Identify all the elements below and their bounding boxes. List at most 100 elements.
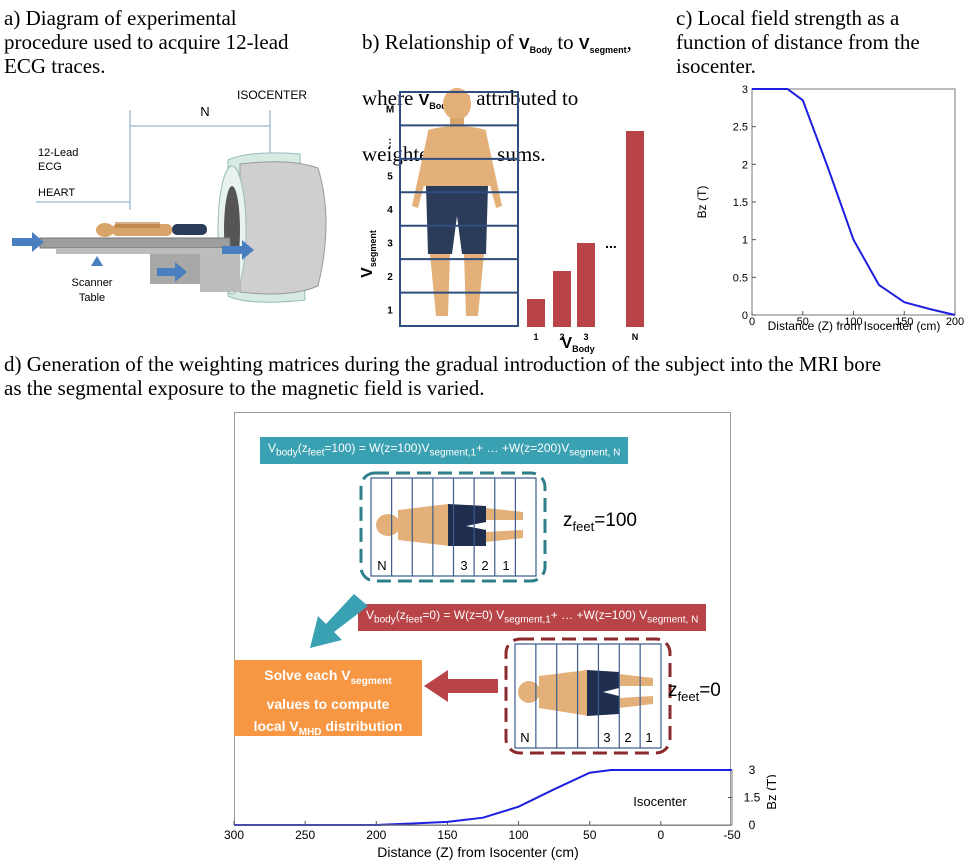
vbody-bars: [527, 131, 644, 327]
ecg-label-line1: 12-Lead: [38, 147, 78, 159]
d-y-ticks: 01.53: [728, 763, 761, 832]
d-xlabel: Distance (Z) from Isocenter (cm): [377, 844, 578, 860]
vsegment-axis-v: Vsegment: [359, 230, 378, 278]
left-arrow-icon: [424, 670, 498, 702]
y-tick-label: 0.5: [733, 272, 748, 284]
table-pointer-icon: [91, 256, 103, 266]
panel-a-caption: a) Diagram of experimental procedure use…: [4, 6, 289, 78]
strip-label: 3: [460, 558, 467, 573]
arrow-in-icon: [12, 232, 44, 252]
mri-scanner-diagram: N ISOCENTER 12-Lead ECG HEART Scanner Ta…: [12, 90, 327, 304]
x-tick-label: 0: [749, 316, 755, 328]
segment-label: M: [386, 105, 394, 116]
d-x-ticks: 300 250 200 150 100 50 0 -50: [224, 821, 741, 842]
dashed-frame-teal: [359, 471, 547, 583]
vbody-bar-label: N: [632, 332, 639, 342]
eq-bot-p4: + … +W(z=100) V: [550, 608, 648, 622]
vbody-sub: Body: [529, 45, 553, 56]
plot-area: [751, 88, 956, 316]
strip-outline: [514, 643, 662, 749]
strip-label: 2: [481, 558, 488, 573]
solve-l1-sub: segment: [350, 675, 392, 687]
vseg-sub: segment: [589, 45, 627, 56]
eq-bot-p3: =0) = W(z=0) V: [422, 608, 505, 622]
eq-top-s3: segment,1: [429, 447, 477, 459]
eq-top-s2: feet: [307, 447, 325, 459]
eq-top-p3: =100) = W(z=100)V: [324, 441, 430, 455]
vseg-symbol: Vsegment: [578, 36, 627, 56]
strip-label: 2: [624, 730, 631, 745]
prone-body-figure-2: [518, 670, 653, 716]
vbody-bar: [577, 243, 595, 327]
eq-bot-s3: segment,1: [504, 614, 551, 626]
zfeet-top-z: z: [563, 510, 573, 531]
eq-bot-p1: V: [366, 608, 375, 622]
x-tick-label: 250: [295, 828, 315, 842]
y-tick-label: 0: [749, 818, 756, 832]
segment-grid-top: [370, 477, 537, 577]
scanner-table: [39, 237, 240, 292]
segment-label: ⋮: [385, 138, 395, 149]
panel-c-caption: c) Local field strength as a function of…: [676, 6, 920, 78]
down-arrow-icon: [310, 594, 368, 648]
vseg-v: V: [578, 36, 590, 53]
segment-grid: [399, 91, 519, 327]
c-ylabel: Bz (T): [695, 186, 709, 219]
solve-l3-pre: local V: [253, 717, 299, 734]
patient-figure: [96, 222, 207, 237]
x-tick-label: 300: [224, 828, 244, 842]
eq-top-p4: + … +W(z=200)V: [476, 441, 570, 455]
vbody-v: V: [518, 36, 530, 53]
isocenter-label: ISOCENTER: [237, 90, 307, 102]
zfeet-100-label: zfeet=100: [563, 510, 637, 534]
segment-grid-bottom: [514, 643, 662, 749]
y-tick-label: 0: [742, 310, 748, 322]
x-tick-label: 150: [895, 316, 913, 328]
bz-line: [752, 88, 956, 316]
n-label: N: [200, 104, 209, 119]
caption-b-sums: sums.: [491, 142, 546, 167]
solve-l3-sub: MHD: [298, 726, 322, 738]
vbody-bar-label: 2: [559, 332, 564, 342]
zfeet-top-sub: feet: [572, 518, 595, 534]
segment-label: 5: [387, 172, 393, 183]
zfeet-bot-z: z: [668, 680, 678, 701]
field-strength-chart: 0 0.5 1 1.5 2 2.5 3 0 50 100 150 200 Distance (Z) …: [695, 84, 964, 333]
eq-top-p2: (z: [297, 441, 308, 455]
prone-body-figure: [376, 504, 523, 546]
solve-l3-post: distribution: [321, 717, 403, 734]
eq-bot-s4: segment, N: [647, 614, 699, 626]
vbody-v-2: V: [418, 92, 430, 110]
panel-d-caption: d) Generation of the weighting matrices …: [4, 352, 882, 400]
segment-label: 3: [387, 238, 393, 249]
y-tick-label: 3: [742, 84, 748, 96]
y-tick-label: 3: [749, 763, 756, 777]
zfeet-bot-val: =0: [699, 680, 721, 701]
x-ticks: 0 50 100 150 200: [749, 311, 964, 328]
strip-label: 3: [603, 730, 610, 745]
strip-label: N: [520, 730, 529, 745]
table-label-line2: Table: [79, 292, 105, 304]
table-label-line1: Scanner: [72, 277, 113, 289]
arrow-table-icon: [157, 262, 187, 282]
y-tick-label: 1.5: [744, 791, 761, 805]
eq-top-p1: V: [268, 441, 277, 455]
isocenter-text: Isocenter: [633, 794, 687, 809]
segment-label: 4: [387, 205, 393, 216]
vbody-axis-label: VBody: [561, 335, 594, 354]
eq-bot-s2: feet: [405, 614, 423, 626]
eq-top-s1: body: [276, 447, 298, 459]
zfeet-0-label: zfeet=0: [668, 680, 721, 704]
solve-line-3: local VMHD distribution: [234, 715, 422, 744]
bar-ellipsis: ...: [605, 235, 617, 251]
strip-label: 1: [502, 558, 509, 573]
equation-zfeet-100: Vbody(zfeet=100) = W(z=100)Vsegment,1+ ……: [260, 437, 629, 465]
segment-labels: 1 2 3 4 5 ⋮ M: [385, 105, 395, 317]
dashed-frame-red: [504, 637, 672, 755]
ecg-label-line2: ECG: [38, 161, 62, 173]
arrow-through-icon: [222, 240, 254, 260]
